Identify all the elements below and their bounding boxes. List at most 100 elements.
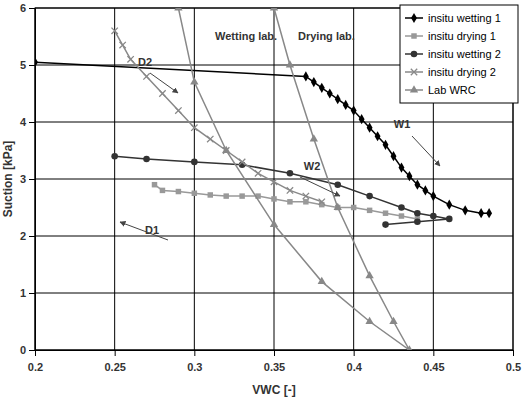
annotation: Wetting lab. [215, 30, 277, 42]
marker [398, 204, 405, 211]
marker [270, 220, 278, 227]
annotation: Drying lab. [298, 30, 355, 42]
x-axis-title: VWC [-] [252, 383, 295, 397]
arrow [300, 177, 340, 196]
tick-mark [29, 350, 35, 351]
marker [270, 8, 278, 10]
marker [405, 345, 413, 350]
tick-mark [433, 350, 434, 356]
marker [414, 210, 421, 217]
marker [310, 134, 318, 141]
tick-label: 0.25 [104, 361, 125, 373]
legend-label: insitu drying 2 [428, 66, 496, 78]
marker [462, 205, 468, 215]
tick-label: 4 [20, 116, 27, 128]
tick-label: 0.45 [423, 361, 444, 373]
legend-marker [411, 51, 418, 58]
arrow [412, 136, 440, 166]
x-axis: 0.2 0.25 0.3 0.35 0.4 0.45 0.5 [28, 350, 521, 373]
tick: 2 [20, 230, 35, 242]
series-line [115, 156, 450, 224]
marker [365, 317, 373, 324]
marker [478, 208, 484, 218]
marker [383, 140, 389, 150]
tick-label: 0.5 [506, 361, 521, 373]
marker [366, 193, 373, 200]
tick-label: 0.2 [28, 361, 43, 373]
marker [375, 131, 381, 141]
marker [222, 146, 230, 153]
marker [319, 202, 324, 207]
marker [191, 125, 197, 131]
y-axis: 0123456 [20, 2, 36, 356]
marker [382, 221, 389, 228]
tick-label: 5 [20, 59, 26, 71]
marker [287, 199, 292, 204]
marker [286, 60, 294, 67]
marker [159, 90, 165, 96]
tick-mark [29, 236, 35, 237]
tick: 0.2 [28, 350, 43, 373]
marker [406, 171, 412, 181]
marker [351, 106, 357, 116]
marker [367, 123, 373, 133]
marker [335, 94, 341, 104]
marker [287, 187, 293, 193]
marker [319, 83, 325, 93]
grid [35, 8, 513, 350]
tick-label: 0.3 [187, 361, 202, 373]
tick: 0.3 [187, 350, 202, 373]
grid-line [35, 122, 513, 123]
tick: 0.5 [506, 350, 521, 373]
series-line [178, 8, 409, 350]
marker [318, 277, 326, 284]
marker [160, 188, 165, 193]
tick: 0.4 [347, 350, 363, 373]
legend-label: insitu drying 1 [428, 30, 496, 42]
marker [351, 205, 356, 210]
marker [192, 191, 197, 196]
legend: insitu wetting 1insitu drying 1insitu we… [400, 5, 518, 103]
marker [35, 57, 38, 67]
tick: 0.25 [104, 350, 125, 373]
marker [391, 151, 397, 161]
legend-marker [411, 69, 417, 75]
marker [365, 271, 373, 278]
marker [174, 8, 182, 10]
marker [430, 213, 437, 220]
marker [190, 77, 198, 84]
series-line [155, 185, 418, 219]
legend-marker [410, 85, 418, 92]
annotations: Wetting lab.Drying lab.D2W1W2D1 [120, 30, 440, 240]
legend-label: insitu wetting 1 [428, 12, 501, 24]
marker [239, 193, 244, 198]
legend-label: Lab WRC [428, 84, 476, 96]
grid-line [35, 293, 513, 294]
marker [334, 181, 341, 188]
tick: 5 [20, 59, 35, 71]
marker [271, 196, 276, 201]
grid-line [35, 236, 513, 237]
legend-marker [411, 13, 417, 23]
tick: 4 [20, 116, 35, 128]
tick-mark [29, 8, 35, 9]
marker [111, 153, 118, 160]
marker [119, 42, 125, 48]
arrow [120, 222, 168, 240]
marker [223, 193, 228, 198]
tick: 0.35 [264, 350, 285, 373]
marker [486, 208, 492, 218]
tick: 3 [20, 173, 35, 185]
marker [143, 156, 150, 163]
marker [446, 200, 452, 210]
marker [303, 199, 308, 204]
tick: 0 [20, 344, 35, 356]
tick-mark [513, 350, 514, 356]
tick-mark [29, 122, 35, 123]
tick-label: 0.35 [264, 361, 285, 373]
tick-label: 6 [20, 2, 26, 14]
series-line [115, 31, 322, 202]
marker [208, 192, 213, 197]
marker [383, 210, 388, 215]
annotation: W1 [394, 118, 411, 130]
